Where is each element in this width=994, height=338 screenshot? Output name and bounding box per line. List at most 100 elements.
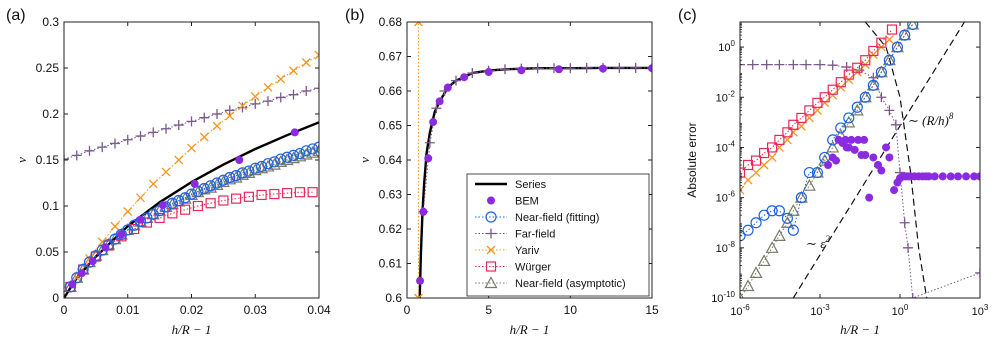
- data-point-near-field-fitting: [224, 171, 236, 184]
- data-point-bem: [976, 172, 980, 181]
- data-point-bem: [484, 68, 493, 77]
- data-point-near-field-fitting: [781, 212, 794, 224]
- data-point-far-field: [301, 86, 312, 96]
- data-point-bem: [68, 280, 77, 289]
- data-point-yariv: [301, 58, 311, 67]
- data-point-bem: [970, 172, 979, 181]
- data-point-near-field-fitting: [268, 156, 280, 168]
- data-point-yariv: [250, 92, 260, 101]
- data-point-far-field: [884, 105, 895, 116]
- data-point-bem: [924, 172, 933, 181]
- data-point-yariv: [225, 111, 235, 121]
- data-point-far-field: [451, 75, 461, 86]
- y-tick-label: 0.61: [379, 257, 403, 271]
- data-point-w-rger: [231, 193, 242, 204]
- data-point-bem: [890, 186, 899, 195]
- data-point-near-field-fitting: [307, 143, 319, 155]
- data-point-yariv: [868, 50, 878, 60]
- data-point-near-field-fitting: [883, 54, 895, 66]
- y-tick-label-exp: -6: [728, 190, 736, 199]
- data-point-far-field: [71, 150, 82, 161]
- x-tick-label: 0: [404, 303, 411, 317]
- y-tick-label: 10-6: [716, 190, 736, 205]
- data-point-bem: [235, 156, 244, 164]
- data-point-far-field: [263, 96, 273, 107]
- data-point-far-field: [801, 59, 812, 70]
- legend-swatch-marker: [487, 196, 495, 205]
- data-point-w-rger: [812, 97, 823, 108]
- y-tick-label: 0.6: [385, 291, 402, 305]
- data-point-bem: [860, 135, 869, 144]
- data-point-yariv: [743, 175, 753, 185]
- data-point-yariv: [123, 207, 133, 216]
- series-line-near-field-asymptotic: [69, 150, 319, 288]
- x-tick-label-base: 10: [972, 306, 984, 318]
- data-point-near-field-fitting: [803, 166, 815, 179]
- data-point-yariv: [751, 168, 761, 178]
- y-tick-label: 10-2: [716, 89, 736, 104]
- series-series: [64, 121, 319, 298]
- data-point-near-field-fitting: [262, 158, 274, 170]
- data-point-w-rger: [243, 191, 254, 202]
- data-point-bem: [832, 156, 841, 165]
- legend-item-yariv: Yariv: [475, 245, 540, 257]
- data-point-far-field: [110, 138, 120, 149]
- data-point-far-field: [237, 102, 248, 113]
- data-point-near-field-fitting: [313, 141, 319, 153]
- legend: Series BEM Near-field (fitting) Far-field Ya…: [466, 173, 650, 297]
- series-yariv: [413, 22, 423, 298]
- y-tick-label: 100: [718, 39, 735, 54]
- data-point-far-field: [250, 98, 261, 109]
- x-tick-label: 10: [564, 303, 578, 317]
- data-point-w-rger: [767, 142, 778, 153]
- data-point-yariv: [276, 74, 286, 84]
- series-line-near-field-asymptotic: [740, 24, 914, 298]
- y-tick-label-base: 10: [716, 193, 728, 205]
- data-point-bem: [424, 154, 433, 163]
- y-tick-label: 0.3: [42, 15, 59, 29]
- data-point-far-field: [815, 59, 825, 70]
- data-point-far-field: [630, 62, 641, 73]
- data-point-far-field: [500, 64, 510, 75]
- data-point-near-field-fitting: [205, 180, 217, 192]
- data-point-w-rger: [876, 37, 887, 48]
- y-tick-label-exp: -2: [728, 89, 736, 98]
- data-point-near-field-fitting: [835, 122, 847, 134]
- data-point-near-field-fitting: [843, 112, 855, 124]
- x-tick-label: 10-3: [810, 303, 830, 318]
- data-point-far-field: [212, 109, 222, 119]
- data-point-bem: [954, 172, 963, 181]
- legend-item-series: Series: [475, 179, 547, 191]
- data-point-yariv: [796, 121, 806, 131]
- legend-swatch-marker: [484, 276, 498, 289]
- legend-swatch-marker: [486, 228, 496, 239]
- data-point-near-field-fitting: [787, 224, 799, 236]
- data-point-yariv: [844, 75, 854, 85]
- panel-a: (a) 0 0.01 0.02 0.03 0.04 0 0.05 0.1 0.15 0.2 0.25…: [6, 7, 331, 337]
- data-point-near-field-fitting: [198, 182, 210, 195]
- series-line-far-field: [64, 87, 319, 160]
- data-point-near-field-fitting: [185, 188, 198, 200]
- x-tick-label: 0.01: [116, 303, 140, 317]
- data-point-near-field-asymptotic: [749, 266, 763, 279]
- data-point-near-field-fitting: [907, 22, 919, 31]
- data-point-far-field: [903, 242, 914, 253]
- data-point-yariv: [263, 82, 273, 92]
- data-point-w-rger: [192, 200, 203, 212]
- y-tick-label-exp: -4: [728, 139, 736, 148]
- legend-item-bem: BEM: [487, 196, 539, 208]
- data-point-near-field-fitting: [166, 197, 178, 209]
- data-point-near-field-fitting: [899, 29, 911, 41]
- data-point-near-field-fitting: [811, 166, 824, 179]
- data-point-bem: [842, 143, 851, 152]
- data-point-near-field-fitting: [147, 208, 159, 220]
- data-point-w-rger: [843, 69, 854, 80]
- data-point-near-field-asymptotic: [772, 229, 786, 241]
- legend-swatch-marker: [486, 245, 496, 255]
- data-point-far-field: [84, 145, 95, 156]
- data-point-yariv: [199, 132, 209, 142]
- data-point-bem: [946, 172, 955, 181]
- x-tick-label-base: 10: [892, 306, 904, 318]
- data-point-w-rger: [827, 84, 838, 95]
